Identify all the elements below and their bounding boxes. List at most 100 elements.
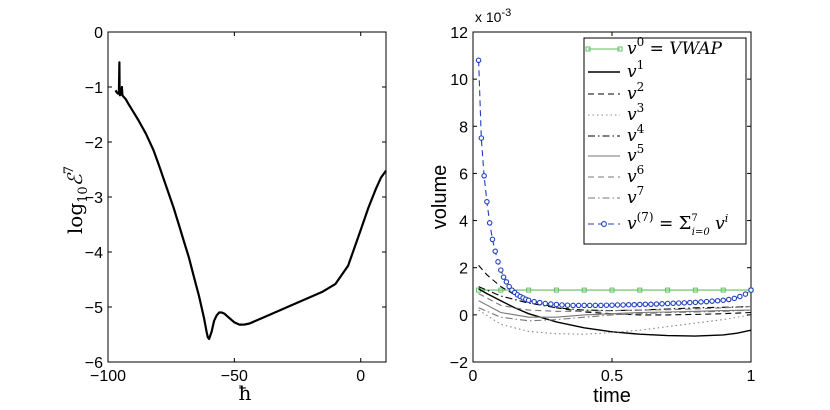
right-multiplier-base: x 10 [475, 9, 502, 25]
right-series-point [748, 287, 754, 293]
right-series-point [653, 301, 660, 307]
right-series-point [703, 298, 710, 305]
legend-entry-label: v4 [627, 122, 645, 146]
right-series-point [698, 299, 704, 305]
right-series-line [478, 307, 752, 322]
right-series-point [609, 287, 615, 293]
right-y-tick-label: 6 [459, 166, 468, 183]
right-series-point [687, 299, 693, 306]
right-y-tick-label: 8 [459, 119, 468, 136]
left-plot-frame [107, 31, 387, 363]
left-x-tick-label: −50 [221, 368, 248, 385]
right-series-point [731, 295, 738, 302]
right-series-point [631, 301, 637, 308]
right-series-point [637, 287, 643, 293]
right-series-point [581, 302, 587, 309]
right-series-point [637, 301, 643, 308]
right-series-point [475, 57, 482, 64]
right-series-point [486, 220, 493, 226]
right-x-tick-label: 0 [469, 368, 478, 385]
right-series-point [714, 297, 721, 304]
right-series-point [692, 287, 698, 293]
left-panel: −100 −50 0 0 −1 −2 −3 −4 −5 −6 ħ log10ℰ7 [62, 25, 387, 405]
right-series-point [581, 287, 587, 293]
right-multiplier-exp: -3 [501, 7, 511, 19]
right-series [475, 57, 754, 337]
right-multiplier: x 10-3 [475, 7, 511, 25]
right-y-axis-label: volume [429, 165, 451, 229]
right-y-tick-label: 2 [459, 261, 468, 278]
right-x-tick-label: 0.5 [601, 368, 623, 385]
right-series-point [564, 302, 571, 308]
right-series-line [478, 288, 752, 337]
right-series-point [481, 173, 487, 179]
legend-entry-label: v5 [627, 142, 644, 166]
right-series-point [536, 299, 543, 306]
right-series-point [737, 293, 743, 300]
legend-entry-label: v(7) = Σ7 i=0 vi [627, 210, 728, 238]
left-ylabel-sub: 10 [76, 186, 91, 203]
left-x-tick-label: −100 [90, 368, 126, 385]
right-series-point [500, 274, 507, 280]
right-y-tick-label: 10 [450, 72, 468, 89]
right-series-point [670, 300, 676, 307]
right-series-point [526, 287, 532, 293]
right-series-point [498, 267, 504, 273]
left-y-tick-label: −4 [85, 245, 103, 262]
left-series [114, 61, 387, 340]
left-ylabel-sup: 7 [62, 166, 77, 174]
legend-entry-label: v2 [627, 80, 644, 104]
right-series-point [553, 301, 560, 308]
right-series-point [548, 301, 554, 307]
right-y-tick-label: 12 [450, 25, 468, 42]
right-series-line [478, 293, 752, 312]
right-series-point [609, 302, 615, 308]
right-series-point [489, 236, 496, 243]
right-series-point [484, 198, 490, 205]
right-series-point [648, 301, 654, 307]
right-series-point [587, 302, 593, 309]
right-y-tick-label: 0 [459, 308, 468, 325]
left-y-tick-label: −1 [85, 80, 103, 97]
right-y-tick-label: −2 [450, 355, 468, 372]
left-y-axis-label: log10ℰ7 [62, 166, 91, 234]
right-series-point [575, 302, 582, 309]
right-series-point [531, 298, 537, 305]
right-series-point [570, 302, 576, 309]
legend-sample-marker [585, 46, 591, 52]
legend-entry-label: v3 [627, 101, 644, 125]
left-series-line [114, 61, 387, 340]
left-ylabel-base: log [63, 203, 87, 234]
left-y-tick-label: 0 [94, 25, 103, 42]
right-series-point [620, 302, 626, 308]
right-series-point [542, 300, 549, 307]
right-series-point [503, 279, 510, 285]
left-y-tick-label: −2 [85, 135, 103, 152]
right-series-point [709, 298, 715, 304]
left-y-tick-label: −6 [85, 355, 103, 372]
left-ticks: −100 −50 0 0 −1 −2 −3 −4 −5 −6 [85, 25, 386, 385]
left-ylabel-symbol: ℰ [63, 172, 87, 186]
legend-entry-label: v7 [627, 184, 644, 208]
right-series-point [681, 300, 688, 306]
right-series-point [495, 259, 501, 265]
right-series-point [478, 135, 485, 141]
right-series-point [720, 297, 726, 303]
right-series-point [592, 302, 599, 309]
legend-sample-marker [617, 46, 623, 52]
right-series-point [692, 299, 699, 306]
right-series-point [598, 302, 604, 309]
right-series-point [675, 300, 682, 306]
right-series-point [603, 302, 610, 308]
right-y-tick-label: 4 [459, 214, 468, 231]
right-series-point [506, 283, 512, 290]
right-series-point [642, 301, 649, 307]
right-series-point [720, 287, 726, 293]
right-series-point [492, 248, 498, 254]
right-series-point [664, 300, 671, 307]
right-x-tick-label: 1 [747, 368, 756, 385]
right-series-line [478, 286, 752, 312]
